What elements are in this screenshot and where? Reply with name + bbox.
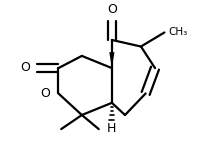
Polygon shape (109, 52, 114, 68)
Text: O: O (107, 3, 117, 16)
Text: CH₃: CH₃ (168, 27, 187, 36)
Text: O: O (20, 61, 30, 74)
Text: O: O (40, 87, 50, 100)
Text: H: H (107, 122, 117, 135)
